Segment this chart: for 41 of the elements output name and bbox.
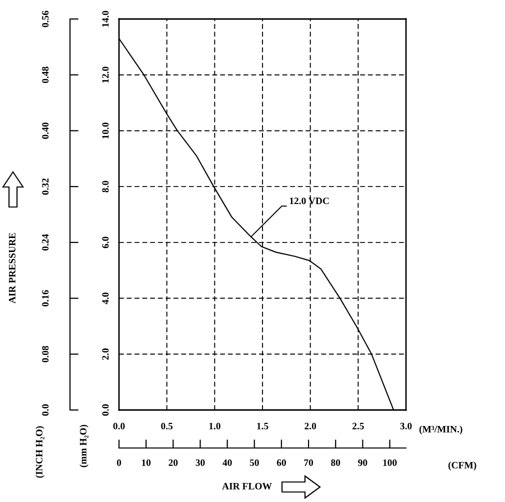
x-tick-label: 1.5 [257,422,268,430]
y-tick-label: 4.0 [102,292,109,304]
y2-tick-label: 0.32 [42,178,49,195]
y2-tick-label: 0.0 [42,404,49,416]
y-tick-label: 8.0 [102,180,109,192]
x2-tick-label: 100 [383,459,397,466]
x-axis-title: AIR FLOW [222,482,272,490]
y2-tick-label: 0.40 [42,122,49,139]
x2-tick-label: 20 [168,459,178,466]
text: (INCH H₂O) [36,426,44,478]
x2-tick-label: 80 [331,459,340,466]
y-tick-label: 10.0 [102,122,109,138]
x-tick-label: 0.5 [161,422,173,430]
x2-tick-label: 0 [116,459,122,466]
y-tick-label: 14.0 [102,10,109,27]
x-tick-label: 2.5 [352,422,364,430]
x2-tick-label: 60 [276,459,286,466]
x2-axis-title: (CFM) [448,462,476,470]
x2-tick-label: 90 [358,459,368,466]
y2-tick-label: 0.48 [42,66,49,83]
y-tick-label: 12.0 [102,66,109,83]
x-tick-label: 0.0 [113,422,125,430]
x-tick-label: 2.0 [304,422,316,430]
x2-tick-label: 30 [196,459,205,466]
x2-tick-label: 50 [250,459,259,466]
y2-tick-label: 0.16 [42,290,49,306]
x2-tick-label: 10 [142,459,151,466]
annotation: 12.0 VDC [290,198,329,204]
text: (mm H₂O) [80,424,88,468]
text: (M³/MIN.) [419,426,462,434]
y2-axis-title: AIR PRESSURE [8,232,16,304]
x-tick-label: 3.0 [400,422,412,430]
y2-tick-label: 0.56 [42,10,49,28]
x2-tick-label: 40 [222,459,232,466]
x2-tick-label: 70 [304,459,314,466]
y-tick-label: 6.0 [102,236,109,248]
x-tick-label: 1.0 [209,422,220,430]
y-tick-label: 2.0 [102,348,109,360]
y-tick-label: 0.0 [102,404,109,416]
y2-tick-label: 0.08 [42,346,49,362]
y2-tick-label: 0.24 [42,234,49,251]
